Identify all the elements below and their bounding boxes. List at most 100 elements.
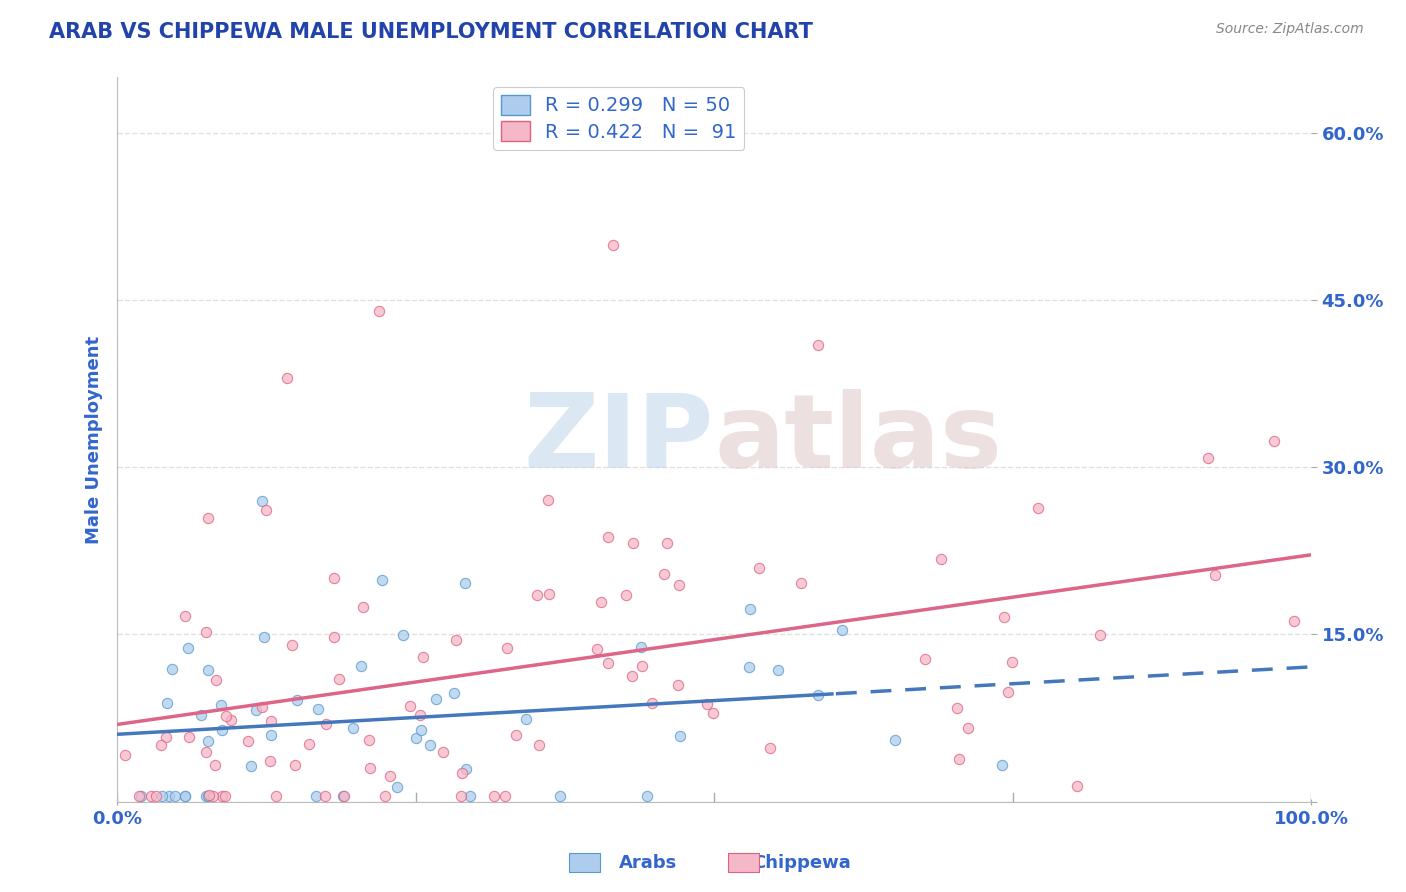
Point bbox=[399, 698, 422, 713]
Point bbox=[759, 741, 782, 756]
Point bbox=[368, 304, 391, 318]
Point bbox=[738, 602, 761, 616]
Point bbox=[1026, 501, 1049, 516]
Point bbox=[190, 707, 212, 722]
Point bbox=[254, 503, 277, 517]
Point bbox=[139, 789, 162, 803]
Point bbox=[655, 536, 678, 550]
Point bbox=[409, 708, 432, 723]
Point bbox=[536, 492, 558, 507]
Point bbox=[883, 732, 905, 747]
Text: atlas: atlas bbox=[714, 389, 1002, 490]
Point bbox=[669, 730, 692, 744]
Point bbox=[527, 738, 550, 752]
Point bbox=[332, 789, 354, 803]
Point bbox=[194, 789, 217, 803]
Point bbox=[114, 747, 136, 762]
Point bbox=[197, 664, 219, 678]
Point bbox=[598, 530, 620, 544]
Text: Chippewa: Chippewa bbox=[752, 855, 851, 872]
Point bbox=[259, 714, 281, 729]
Point bbox=[914, 652, 936, 666]
Point bbox=[630, 659, 652, 673]
Point bbox=[197, 511, 219, 525]
Point bbox=[456, 762, 478, 776]
Point bbox=[948, 752, 970, 766]
Point bbox=[458, 789, 481, 803]
Point bbox=[150, 738, 173, 752]
Point bbox=[211, 723, 233, 738]
Point bbox=[350, 659, 373, 673]
Point bbox=[160, 663, 183, 677]
Point bbox=[621, 536, 644, 550]
Point bbox=[177, 731, 200, 745]
Point bbox=[997, 685, 1019, 699]
Point bbox=[602, 237, 624, 252]
Point bbox=[174, 789, 197, 803]
Point bbox=[204, 758, 226, 772]
Point bbox=[328, 672, 350, 686]
Text: ARAB VS CHIPPEWA MALE UNEMPLOYMENT CORRELATION CHART: ARAB VS CHIPPEWA MALE UNEMPLOYMENT CORRE… bbox=[49, 22, 813, 42]
Point bbox=[748, 560, 770, 574]
Point bbox=[596, 656, 619, 670]
Point bbox=[387, 780, 409, 794]
Text: ZIP: ZIP bbox=[524, 389, 714, 490]
Point bbox=[174, 789, 197, 803]
Point bbox=[738, 660, 761, 674]
Point bbox=[450, 789, 472, 803]
Point bbox=[1204, 567, 1226, 582]
Point bbox=[696, 697, 718, 711]
Point bbox=[548, 789, 571, 803]
Point bbox=[654, 567, 676, 582]
Point bbox=[342, 721, 364, 735]
Point bbox=[929, 552, 952, 566]
Point bbox=[702, 706, 724, 720]
Point bbox=[586, 642, 609, 657]
Point bbox=[1197, 451, 1219, 466]
Point bbox=[620, 669, 643, 683]
Point bbox=[284, 758, 307, 772]
Point bbox=[494, 789, 516, 803]
Point bbox=[239, 759, 262, 773]
Point bbox=[496, 640, 519, 655]
Point bbox=[145, 789, 167, 803]
Point bbox=[378, 768, 401, 782]
Point bbox=[236, 734, 259, 748]
Point bbox=[630, 640, 652, 654]
Point bbox=[831, 623, 853, 637]
Point bbox=[194, 745, 217, 759]
Point bbox=[946, 701, 969, 715]
Point bbox=[766, 663, 789, 677]
Legend: R = 0.299   N = 50, R = 0.422   N =  91: R = 0.299 N = 50, R = 0.422 N = 91 bbox=[492, 87, 744, 150]
Point bbox=[352, 600, 374, 615]
Point bbox=[371, 573, 394, 587]
Point bbox=[209, 698, 232, 713]
Point bbox=[1263, 434, 1285, 448]
Point bbox=[197, 789, 219, 803]
Point bbox=[790, 576, 813, 591]
Point bbox=[591, 594, 613, 608]
Point bbox=[314, 789, 336, 803]
Point bbox=[641, 696, 664, 710]
Point bbox=[454, 575, 477, 590]
Point bbox=[155, 731, 177, 745]
Text: Arabs: Arabs bbox=[619, 855, 676, 872]
Text: Source: ZipAtlas.com: Source: ZipAtlas.com bbox=[1216, 22, 1364, 37]
Point bbox=[250, 493, 273, 508]
Point bbox=[538, 587, 561, 601]
Point bbox=[991, 758, 1014, 772]
Point bbox=[432, 745, 454, 759]
Point bbox=[198, 788, 221, 802]
Point bbox=[128, 789, 150, 803]
Point bbox=[165, 789, 187, 803]
Point bbox=[159, 789, 181, 803]
Point bbox=[807, 688, 830, 702]
Point bbox=[214, 789, 236, 803]
Point bbox=[419, 739, 441, 753]
Point bbox=[304, 789, 326, 803]
Point bbox=[412, 650, 434, 665]
Point bbox=[201, 789, 224, 803]
Point bbox=[250, 699, 273, 714]
Point bbox=[359, 761, 381, 775]
Point bbox=[174, 609, 197, 624]
